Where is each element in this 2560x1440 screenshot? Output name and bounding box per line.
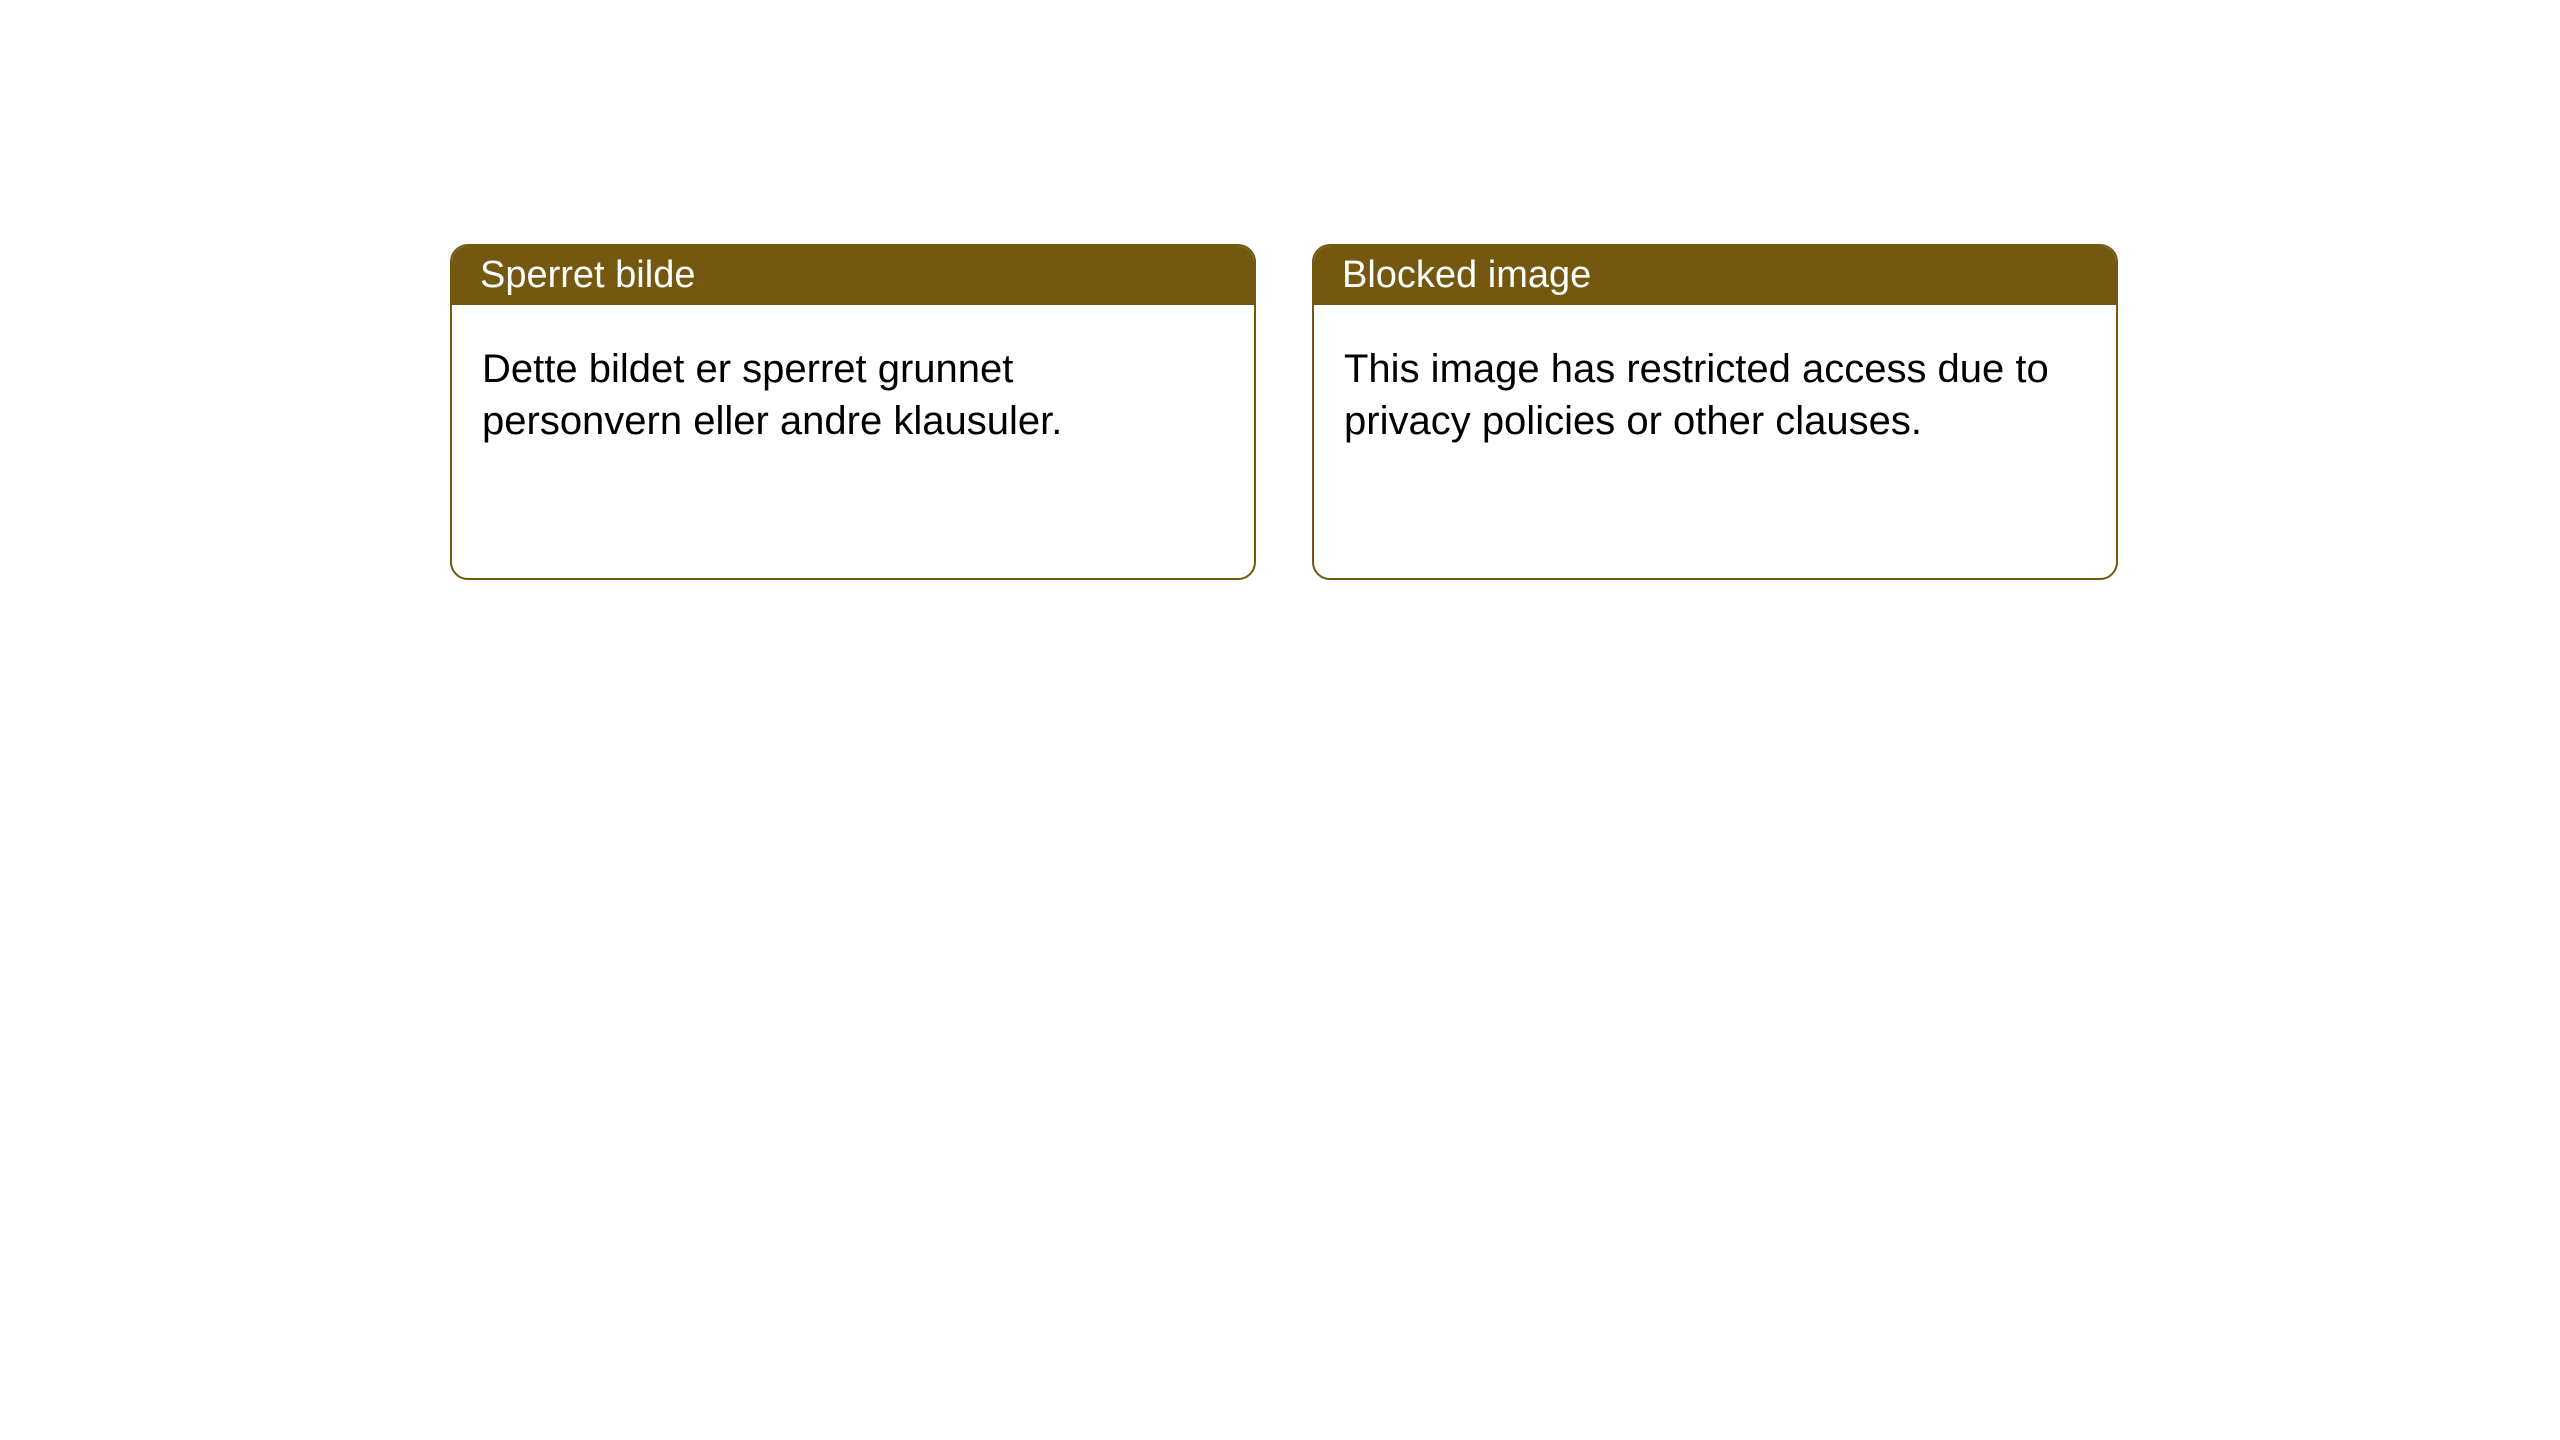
notice-card-body-no: Dette bildet er sperret grunnet personve…	[452, 305, 1254, 447]
notice-card-body-en: This image has restricted access due to …	[1314, 305, 2116, 447]
notice-card-title-en: Blocked image	[1314, 246, 2116, 305]
notice-card-en: Blocked image This image has restricted …	[1312, 244, 2118, 580]
notice-card-row: Sperret bilde Dette bildet er sperret gr…	[450, 244, 2118, 580]
notice-card-no: Sperret bilde Dette bildet er sperret gr…	[450, 244, 1256, 580]
notice-card-title-no: Sperret bilde	[452, 246, 1254, 305]
